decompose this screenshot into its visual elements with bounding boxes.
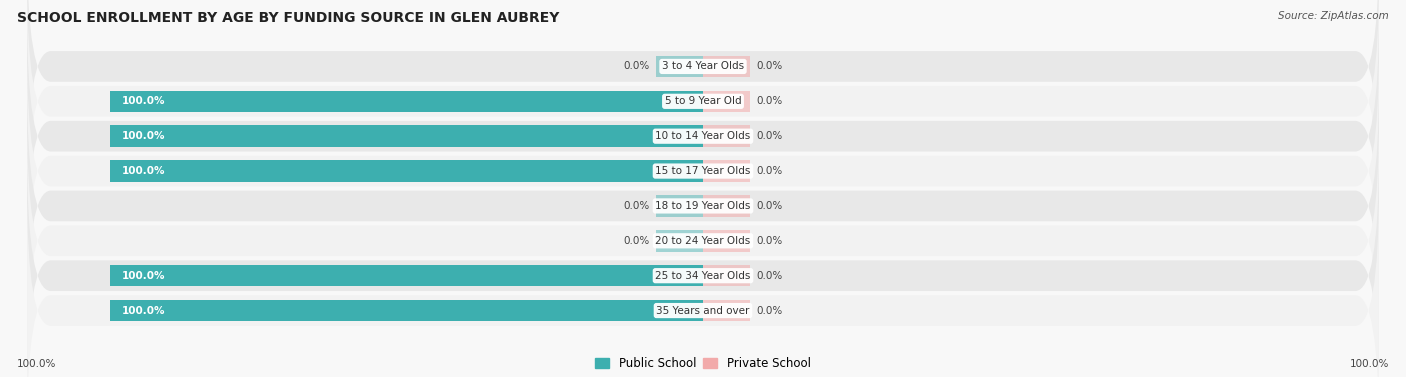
Text: 100.0%: 100.0% bbox=[122, 131, 166, 141]
Bar bbox=[703, 90, 751, 112]
Bar bbox=[110, 160, 703, 182]
Bar bbox=[703, 265, 751, 287]
FancyBboxPatch shape bbox=[27, 12, 1379, 261]
Bar bbox=[110, 90, 703, 112]
Text: 0.0%: 0.0% bbox=[623, 61, 650, 72]
Bar bbox=[110, 265, 703, 287]
Bar bbox=[655, 56, 703, 77]
FancyBboxPatch shape bbox=[27, 152, 1379, 377]
Bar bbox=[703, 230, 751, 251]
Legend: Public School, Private School: Public School, Private School bbox=[591, 352, 815, 375]
FancyBboxPatch shape bbox=[27, 186, 1379, 377]
Text: 100.0%: 100.0% bbox=[122, 305, 166, 316]
Text: 0.0%: 0.0% bbox=[756, 201, 783, 211]
Bar bbox=[703, 300, 751, 321]
Text: 15 to 17 Year Olds: 15 to 17 Year Olds bbox=[655, 166, 751, 176]
Text: 0.0%: 0.0% bbox=[623, 236, 650, 246]
Text: 100.0%: 100.0% bbox=[1350, 359, 1389, 369]
Bar bbox=[110, 300, 703, 321]
Bar bbox=[655, 195, 703, 217]
Text: 0.0%: 0.0% bbox=[756, 305, 783, 316]
Text: 100.0%: 100.0% bbox=[122, 166, 166, 176]
Bar bbox=[655, 230, 703, 251]
Text: 0.0%: 0.0% bbox=[756, 271, 783, 281]
Text: 0.0%: 0.0% bbox=[756, 61, 783, 72]
Text: 5 to 9 Year Old: 5 to 9 Year Old bbox=[665, 96, 741, 106]
Text: 25 to 34 Year Olds: 25 to 34 Year Olds bbox=[655, 271, 751, 281]
Bar bbox=[703, 126, 751, 147]
FancyBboxPatch shape bbox=[27, 82, 1379, 330]
Text: 35 Years and over: 35 Years and over bbox=[657, 305, 749, 316]
Text: 100.0%: 100.0% bbox=[17, 359, 56, 369]
Text: 3 to 4 Year Olds: 3 to 4 Year Olds bbox=[662, 61, 744, 72]
Text: SCHOOL ENROLLMENT BY AGE BY FUNDING SOURCE IN GLEN AUBREY: SCHOOL ENROLLMENT BY AGE BY FUNDING SOUR… bbox=[17, 11, 560, 25]
FancyBboxPatch shape bbox=[27, 0, 1379, 225]
Text: 100.0%: 100.0% bbox=[122, 96, 166, 106]
Text: 0.0%: 0.0% bbox=[623, 201, 650, 211]
Text: 20 to 24 Year Olds: 20 to 24 Year Olds bbox=[655, 236, 751, 246]
Bar bbox=[110, 126, 703, 147]
Text: Source: ZipAtlas.com: Source: ZipAtlas.com bbox=[1278, 11, 1389, 21]
Text: 0.0%: 0.0% bbox=[756, 166, 783, 176]
Text: 0.0%: 0.0% bbox=[756, 236, 783, 246]
FancyBboxPatch shape bbox=[27, 116, 1379, 365]
FancyBboxPatch shape bbox=[27, 0, 1379, 191]
Text: 10 to 14 Year Olds: 10 to 14 Year Olds bbox=[655, 131, 751, 141]
Bar bbox=[703, 56, 751, 77]
FancyBboxPatch shape bbox=[27, 47, 1379, 295]
Text: 0.0%: 0.0% bbox=[756, 131, 783, 141]
Bar bbox=[703, 160, 751, 182]
Text: 18 to 19 Year Olds: 18 to 19 Year Olds bbox=[655, 201, 751, 211]
Text: 0.0%: 0.0% bbox=[756, 96, 783, 106]
Bar bbox=[703, 195, 751, 217]
Text: 100.0%: 100.0% bbox=[122, 271, 166, 281]
